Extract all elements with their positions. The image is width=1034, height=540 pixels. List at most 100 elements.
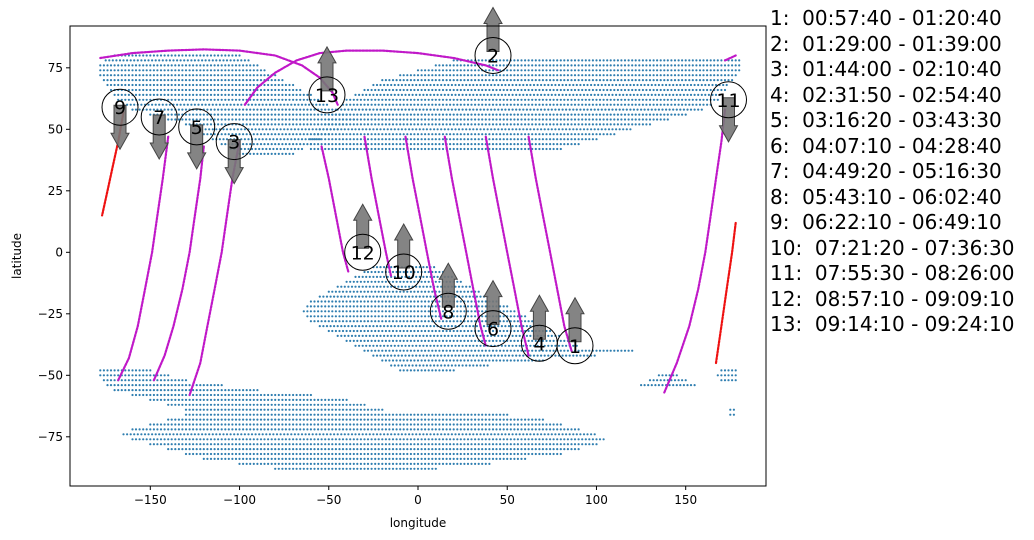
land-point (124, 83, 127, 87)
land-point (215, 433, 218, 436)
land-point (457, 354, 461, 357)
land-point (534, 59, 537, 62)
land-point (509, 315, 512, 318)
land-point (566, 133, 570, 136)
land-point (209, 389, 213, 392)
land-point (557, 344, 561, 347)
land-point (381, 418, 384, 421)
land-point (559, 133, 562, 136)
land-point (534, 443, 537, 446)
land-point (606, 113, 609, 116)
land-point (509, 113, 512, 116)
land-point (606, 88, 609, 92)
land-point (434, 98, 437, 101)
land-point (363, 329, 366, 333)
land-point (524, 123, 527, 126)
land-point (518, 93, 521, 96)
land-point (106, 369, 109, 372)
land-point (454, 108, 457, 111)
land-point (452, 88, 455, 92)
land-point (156, 54, 159, 57)
land-point (383, 108, 386, 111)
land-point (541, 123, 545, 126)
land-point (156, 389, 159, 392)
land-point (524, 315, 527, 318)
land-point (158, 433, 161, 436)
land-point (509, 310, 512, 313)
land-point (559, 423, 562, 426)
land-point (659, 59, 662, 62)
land-point (500, 83, 503, 87)
land-point (474, 418, 477, 421)
land-point (470, 413, 473, 416)
land-point (302, 113, 305, 116)
land-point (277, 98, 280, 101)
land-point (454, 354, 457, 357)
land-point (336, 325, 339, 328)
land-point (436, 108, 439, 111)
land-point (641, 98, 645, 101)
land-point (270, 108, 273, 111)
land-point (309, 423, 312, 426)
land-point (227, 88, 230, 92)
land-point (245, 403, 248, 406)
land-point (454, 128, 457, 131)
land-point (466, 305, 470, 308)
land-point (499, 438, 502, 441)
land-point (142, 389, 145, 392)
land-point (384, 123, 387, 126)
land-point (209, 98, 213, 101)
land-point (324, 133, 327, 136)
land-point (431, 290, 434, 293)
land-point (349, 423, 352, 426)
land-point (334, 133, 337, 136)
land-point (556, 69, 559, 72)
land-point (341, 418, 345, 421)
land-point (283, 138, 286, 141)
land-point (184, 123, 188, 126)
land-point (470, 123, 473, 126)
land-point (538, 59, 541, 62)
land-point (252, 79, 255, 82)
land-point (252, 74, 255, 77)
land-point (418, 128, 421, 131)
land-point (209, 423, 213, 426)
land-point (274, 413, 277, 416)
land-point (292, 443, 295, 446)
land-point (581, 79, 584, 82)
land-point (434, 270, 437, 274)
land-point (156, 428, 159, 431)
land-point (506, 305, 509, 308)
land-point (284, 393, 287, 397)
land-point (345, 300, 348, 303)
land-point (506, 320, 509, 323)
land-point (409, 280, 412, 283)
land-point (491, 418, 495, 421)
land-point (184, 398, 188, 401)
land-point (411, 354, 414, 357)
land-point (524, 359, 527, 362)
land-point (463, 329, 466, 333)
land-point (231, 423, 234, 426)
land-point (381, 329, 384, 333)
land-point (598, 74, 602, 77)
land-point (261, 103, 264, 106)
land-point (156, 74, 159, 77)
land-point (313, 310, 316, 313)
land-point (338, 428, 341, 431)
land-point (731, 69, 734, 72)
land-point (295, 118, 298, 121)
land-point (331, 133, 334, 136)
land-point (149, 64, 152, 67)
land-point (616, 123, 620, 126)
land-point (217, 113, 220, 116)
land-point (350, 334, 354, 337)
land-point (192, 423, 195, 426)
land-point (656, 74, 659, 77)
land-point (336, 285, 339, 288)
land-point (406, 98, 409, 101)
land-point (545, 339, 548, 342)
land-point (131, 98, 134, 101)
land-point (167, 393, 170, 397)
land-point (577, 133, 580, 136)
